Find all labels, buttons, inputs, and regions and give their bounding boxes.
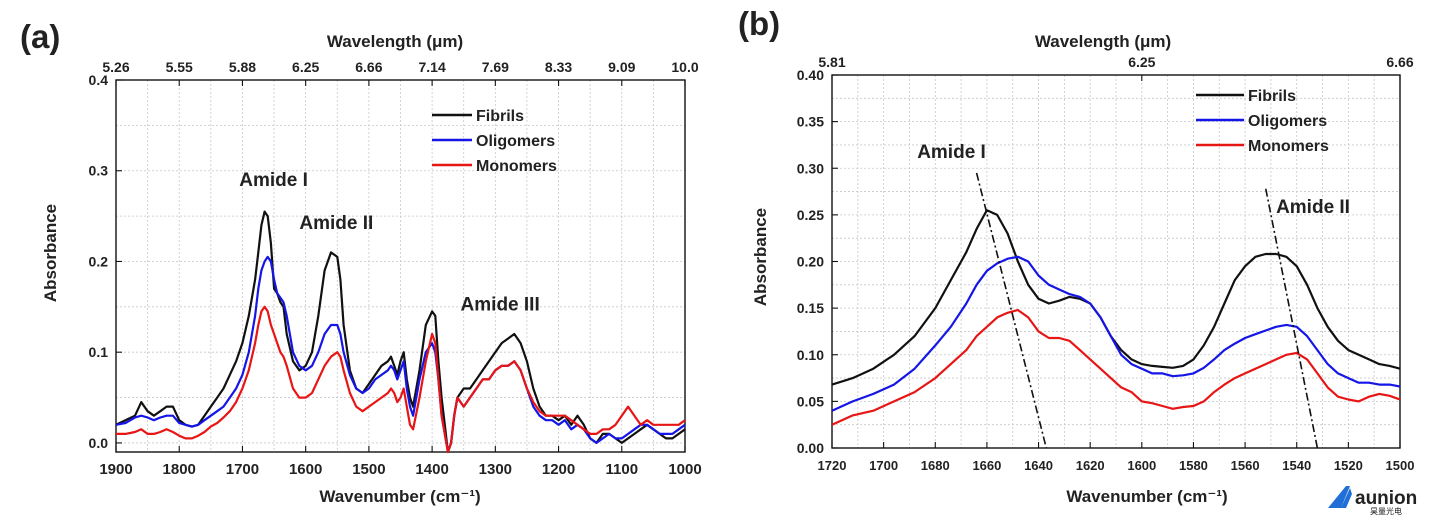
y-tick-label: 0.10 — [797, 347, 824, 363]
panel-a: 1900 1800 1700 1600 1500 1400 1300 1200 1100 1000… — [20, 18, 702, 506]
series-line-oligomers — [115, 255, 686, 454]
guide-line — [1264, 188, 1319, 449]
annotation-label: Amide II — [299, 213, 373, 234]
y-tick-label: 0.40 — [797, 67, 824, 83]
legend-label-oligomers: Oligomers — [476, 133, 555, 150]
y-tick-label: 0.1 — [89, 344, 109, 360]
brand-logo-subtext: 昊量光电 — [1370, 506, 1402, 516]
y-tick-label: 0.30 — [797, 160, 824, 176]
y-tick-label: 0.35 — [797, 114, 824, 130]
brand-logo-text: aunion — [1355, 488, 1417, 509]
panel-b: 1720 1700 1680 1660 1640 1620 1600 1580 1560 1540… — [738, 5, 1414, 506]
top-axis-tick-label: 5.88 — [229, 59, 256, 75]
top-axis-title: Wavelength (μm) — [327, 32, 463, 51]
x-tick-label: 1600 — [1127, 458, 1156, 473]
annotation-label: Amide I — [239, 170, 308, 191]
legend-label-monomers: Monomers — [476, 158, 557, 175]
x-tick-label: 1680 — [921, 458, 950, 473]
x-tick-label: 1400 — [415, 461, 448, 478]
legend: Fibrils Oligomers Monomers — [432, 108, 557, 175]
x-tick-label: 1900 — [99, 461, 132, 478]
top-axis-tick-label: 8.33 — [545, 59, 572, 75]
brand-logo-icon — [1328, 486, 1352, 508]
y-tick-label: 0.00 — [797, 440, 824, 456]
x-tick-label: 1580 — [1179, 458, 1208, 473]
top-axis-tick-label: 7.69 — [482, 59, 509, 75]
y-tick-label: 0.15 — [797, 300, 824, 316]
x-tick-label: 1520 — [1334, 458, 1363, 473]
x-tick-label: 1200 — [542, 461, 575, 478]
y-tick-label: 0.3 — [89, 163, 109, 179]
x-tick-label: 1800 — [163, 461, 196, 478]
y-axis-title: Absorbance — [41, 204, 60, 302]
top-axis-tick-label: 10.0 — [671, 59, 698, 75]
x-tick-label: 1600 — [289, 461, 322, 478]
x-tick-label: 1100 — [606, 461, 639, 478]
legend-label-fibrils: Fibrils — [1248, 88, 1296, 105]
top-axis-tick-label: 6.25 — [1128, 54, 1155, 70]
x-tick-label: 1720 — [818, 458, 847, 473]
panel-label: (a) — [20, 18, 60, 55]
series-line-oligomers — [831, 255, 1401, 412]
top-axis-tick-label: 5.55 — [166, 59, 193, 75]
top-axis-tick-label: 5.26 — [102, 59, 129, 75]
y-tick-label: 0.20 — [797, 254, 824, 270]
top-axis-tick-label: 9.09 — [608, 59, 635, 75]
x-tick-label: 1540 — [1282, 458, 1311, 473]
legend-label-oligomers: Oligomers — [1248, 113, 1327, 130]
x-axis-title: Wavenumber (cm⁻¹) — [1066, 487, 1227, 506]
top-axis-title: Wavelength (μm) — [1035, 32, 1171, 51]
x-tick-label: 1620 — [1076, 458, 1105, 473]
x-tick-label: 1000 — [668, 461, 701, 478]
x-tick-label: 1500 — [352, 461, 385, 478]
y-tick-label: 0.05 — [797, 393, 824, 409]
panel-label: (b) — [738, 5, 780, 42]
y-axis-title: Absorbance — [751, 208, 770, 306]
plot-frame — [115, 79, 686, 453]
top-axis-tick-label: 6.66 — [1386, 54, 1413, 70]
x-tick-label: 1660 — [972, 458, 1001, 473]
annotation-label: Amide III — [461, 294, 540, 315]
grid — [831, 74, 1401, 449]
x-tick-label: 1700 — [869, 458, 898, 473]
top-axis-tick-label: 5.81 — [818, 54, 845, 70]
x-axis-title: Wavenumber (cm⁻¹) — [319, 487, 480, 506]
series-line-monomers — [116, 305, 686, 454]
x-tick-label: 1700 — [226, 461, 259, 478]
top-axis-tick-label: 6.66 — [355, 59, 382, 75]
x-tick-label: 1300 — [479, 461, 512, 478]
legend: Fibrils Oligomers Monomers — [1196, 88, 1329, 155]
legend-label-fibrils: Fibrils — [476, 108, 524, 125]
y-tick-label: 0.4 — [89, 72, 109, 88]
brand-logo: aunion 昊量光电 — [1328, 486, 1417, 516]
y-tick-label: 0.25 — [797, 207, 824, 223]
series-line-fibrils — [831, 209, 1401, 386]
annotation-label: Amide II — [1276, 197, 1350, 218]
top-axis-tick-label: 6.25 — [292, 59, 319, 75]
x-tick-label: 1640 — [1024, 458, 1053, 473]
x-tick-label: 1500 — [1386, 458, 1415, 473]
legend-label-monomers: Monomers — [1248, 138, 1329, 155]
annotation-label: Amide I — [917, 142, 986, 163]
x-tick-label: 1560 — [1231, 458, 1260, 473]
y-tick-label: 0.0 — [89, 435, 109, 451]
guide-line — [975, 172, 1048, 449]
y-tick-label: 0.2 — [89, 253, 109, 269]
top-axis-tick-label: 7.14 — [418, 59, 445, 75]
series-line-fibrils — [115, 210, 686, 454]
series-line-monomers — [831, 308, 1401, 426]
